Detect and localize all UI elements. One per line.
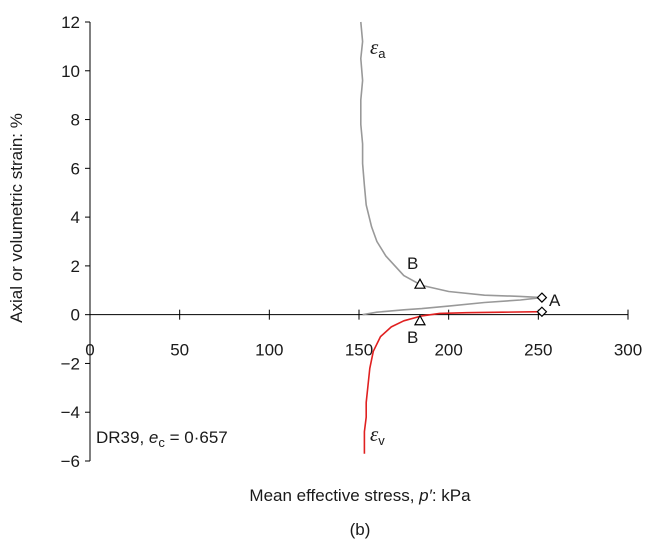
marker-diamond: [536, 292, 548, 303]
y-tick-label: 2: [71, 257, 80, 276]
y-tick-label: −2: [61, 354, 80, 373]
series-label-volumetric: εv: [370, 422, 385, 448]
series-line-loading: [362, 296, 542, 316]
y-axis-title: Axial or volumetric strain: %: [7, 113, 26, 323]
marker-triangle: [413, 314, 426, 326]
marker-label-b-upper: B: [407, 254, 418, 273]
x-tick-label: 200: [434, 341, 462, 360]
marker-label-a: A: [549, 291, 561, 310]
y-tick-label: 6: [71, 159, 80, 178]
x-tick-label: 0: [85, 341, 94, 360]
y-tick-label: 0: [71, 306, 80, 325]
x-axis-title: Mean effective stress, p′: kPa: [249, 486, 471, 505]
x-tick-label: 100: [255, 341, 283, 360]
x-tick-label: 300: [614, 341, 642, 360]
series-line-axial: [359, 21, 542, 299]
y-tick-label: −4: [61, 403, 80, 422]
series-line-volumetric: [363, 310, 542, 454]
marker-layer: [413, 277, 548, 326]
marker-diamond: [536, 306, 548, 318]
figure-caption: (b): [350, 520, 371, 539]
series-layer: [359, 21, 542, 454]
marker-label-b-lower: B: [407, 328, 418, 347]
x-tick-label: 250: [524, 341, 552, 360]
y-tick-label: 10: [61, 62, 80, 81]
y-tick-label: −6: [61, 452, 80, 471]
x-tick-label: 150: [345, 341, 373, 360]
axes: 0 50 100 150 200 250 300 −6 −4 −2 0 2 4 6 8 10 12: [61, 13, 643, 471]
y-tick-label: 8: [71, 111, 80, 130]
y-tick-label: 12: [61, 13, 80, 32]
marker-triangle: [413, 277, 426, 289]
x-tick-label: 50: [170, 341, 189, 360]
y-tick-label: 4: [71, 208, 80, 227]
test-annotation: DR39, ec = 0·657: [96, 428, 228, 450]
series-label-axial: εa: [370, 35, 386, 61]
